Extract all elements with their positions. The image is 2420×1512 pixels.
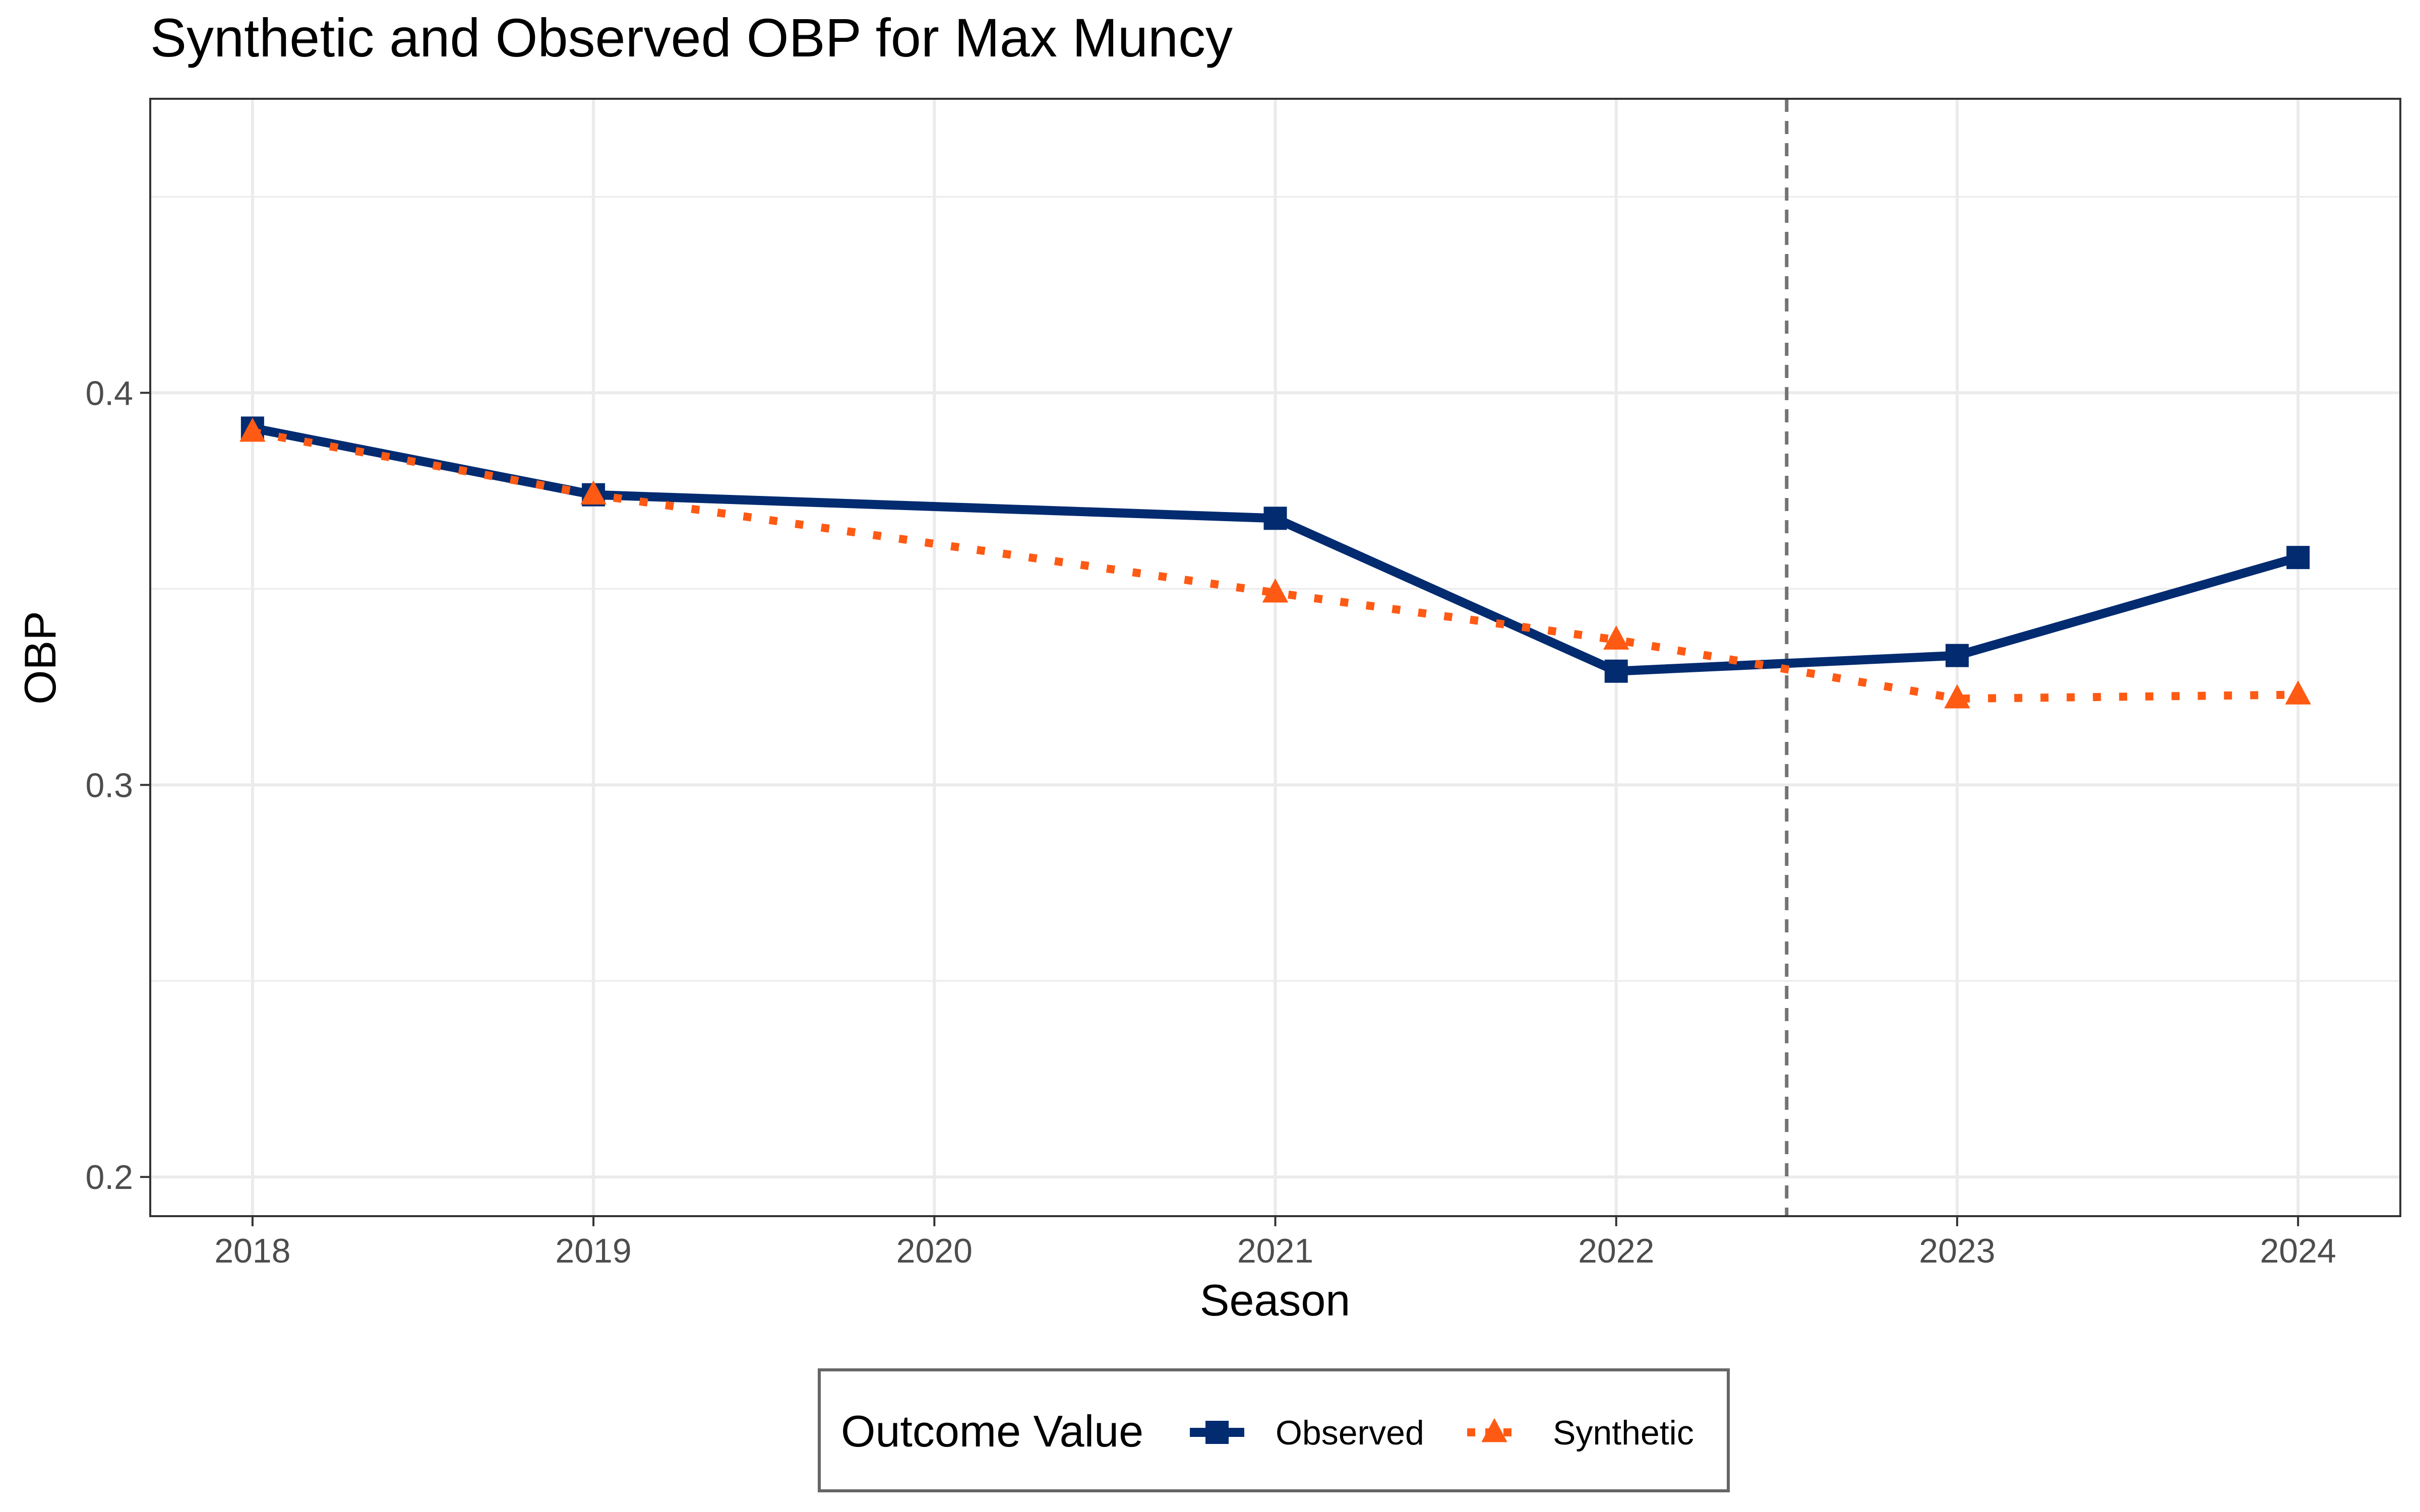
data-point bbox=[1603, 625, 1629, 650]
data-point bbox=[1263, 507, 1287, 530]
data-point bbox=[1262, 578, 1289, 603]
legend-key-marker bbox=[1205, 1421, 1229, 1444]
x-axis-title: Season bbox=[1200, 1275, 1350, 1325]
x-tick-label: 2022 bbox=[1578, 1232, 1654, 1270]
legend-box bbox=[818, 1368, 1730, 1492]
series-synthetic bbox=[239, 417, 2311, 709]
grid-lines bbox=[150, 99, 2400, 1216]
y-tick-label: 0.2 bbox=[85, 1158, 133, 1196]
x-tick-label: 2024 bbox=[2260, 1232, 2336, 1270]
legend-entry: Synthetic bbox=[1467, 1414, 1694, 1452]
legend-label: Observed bbox=[1276, 1414, 1424, 1452]
x-tick-label: 2023 bbox=[1919, 1232, 1995, 1270]
legend: Outcome Value Observed Synthetic bbox=[818, 1368, 1730, 1492]
x-tick-label: 2019 bbox=[555, 1232, 631, 1270]
y-tick-label: 0.3 bbox=[85, 766, 133, 804]
legend-label: Synthetic bbox=[1553, 1414, 1694, 1452]
axes: 0.2 0.3 0.4 2018 2019 2020 2021 2022 2023 2024 bbox=[85, 374, 2336, 1270]
data-point bbox=[580, 480, 607, 505]
legend-key-marker bbox=[1481, 1418, 1507, 1442]
y-tick-label: 0.4 bbox=[85, 374, 133, 412]
data-point bbox=[2286, 546, 2310, 570]
x-tick-label: 2021 bbox=[1237, 1232, 1313, 1270]
legend-entries: Observed Synthetic bbox=[1190, 1414, 1694, 1452]
chart-title: Synthetic and Observed OBP for Max Muncy bbox=[150, 7, 1233, 68]
x-tick-label: 2018 bbox=[214, 1232, 290, 1270]
legend-entry: Observed bbox=[1190, 1414, 1424, 1452]
series-layer bbox=[239, 99, 2311, 1216]
y-axis-title: OBP bbox=[15, 611, 65, 705]
data-point bbox=[1945, 644, 1969, 667]
x-tick-label: 2020 bbox=[896, 1232, 973, 1270]
data-point bbox=[1604, 659, 1628, 683]
data-point bbox=[1944, 684, 1970, 709]
series-line bbox=[252, 428, 2298, 703]
data-point bbox=[239, 417, 266, 442]
legend-title: Outcome Value bbox=[841, 1406, 1143, 1456]
data-point bbox=[2285, 680, 2311, 705]
